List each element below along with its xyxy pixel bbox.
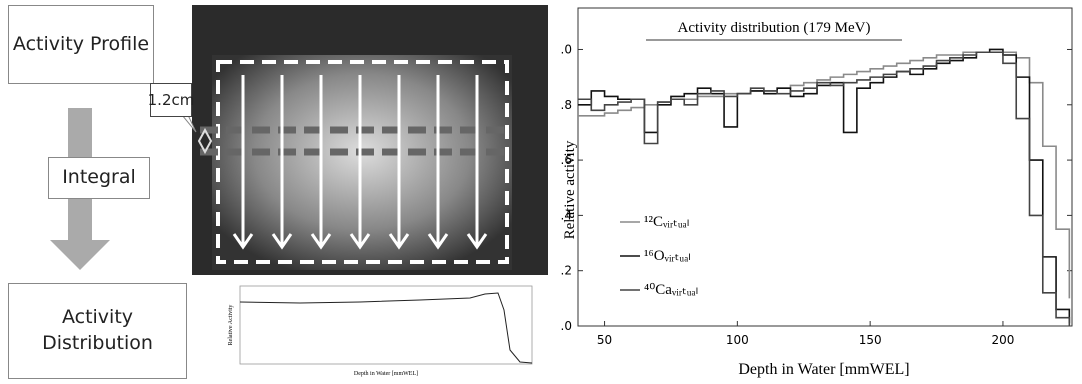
profile-label: Activity Profile bbox=[13, 32, 149, 58]
x-tick-label: 50 bbox=[597, 333, 612, 347]
integral-label: Integral bbox=[62, 165, 136, 191]
integral-box: Integral bbox=[48, 157, 150, 199]
y-tick-label: 0.0 bbox=[560, 319, 572, 333]
y-tick-label: 0.6 bbox=[560, 153, 572, 167]
inset-y-label: Relative Activity bbox=[228, 305, 234, 346]
chart-title: Activity distribution (179 MeV) bbox=[678, 20, 871, 36]
x-tick-label: 100 bbox=[726, 333, 749, 347]
x-axis-label: Depth in Water [mmWEL] bbox=[738, 361, 909, 378]
distribution-label: Activity Distribution bbox=[19, 305, 176, 356]
width-label: 1.2cm bbox=[148, 90, 195, 110]
profile-box: Activity Profile bbox=[8, 5, 154, 84]
inset-x-label: Depth in Water [mmWEL] bbox=[354, 371, 418, 377]
plot-frame bbox=[578, 8, 1072, 326]
y-tick-label: 0.4 bbox=[560, 208, 572, 222]
y-tick-label: 0.2 bbox=[560, 264, 572, 278]
legend-label: ¹²Cᵥᵢᵣₜᵤₐₗ bbox=[644, 214, 689, 230]
x-tick-label: 200 bbox=[991, 333, 1014, 347]
chart: Activity distribution (179 MeV) Depth in… bbox=[560, 0, 1082, 384]
page: Relative Activity Depth in Water [mmWEL]… bbox=[0, 0, 1082, 384]
y-tick-label: 0.8 bbox=[560, 98, 572, 112]
distribution-box: Activity Distribution bbox=[8, 283, 187, 379]
y-tick-label: 1.0 bbox=[560, 42, 572, 56]
activity-image bbox=[212, 55, 512, 270]
legend-label: ⁴⁰Caᵥᵢᵣₜᵤₐₗ bbox=[644, 282, 698, 298]
inset-chart bbox=[218, 282, 550, 380]
legend-label: ¹⁶Oᵥᵢᵣₜᵤₐₗ bbox=[644, 248, 691, 264]
x-tick-label: 150 bbox=[859, 333, 882, 347]
width-callout: 1.2cm bbox=[150, 83, 192, 117]
